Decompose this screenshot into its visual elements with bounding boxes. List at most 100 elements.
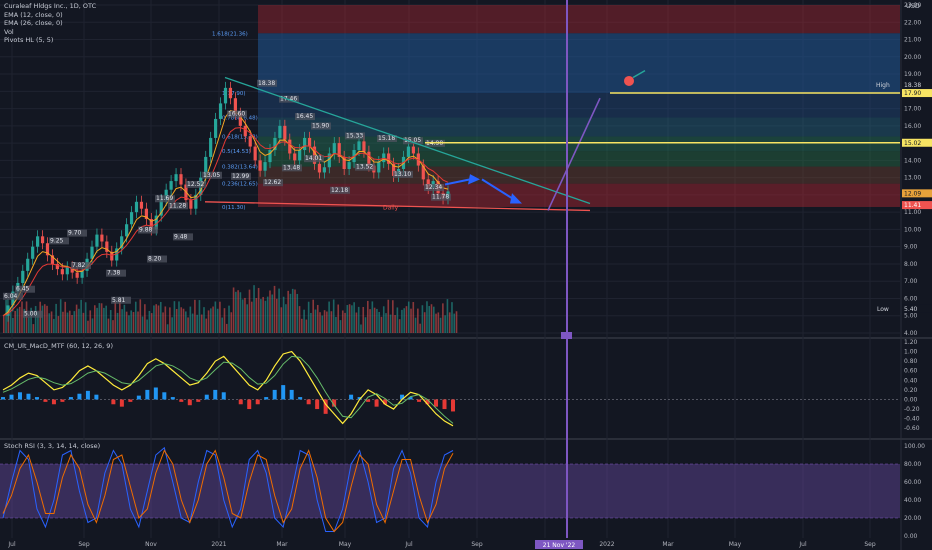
macd-histogram-bar [357,397,362,400]
fib-zone [258,93,900,118]
fib-zone [258,166,900,184]
macd-axis-tick: 1.20 [904,339,918,346]
macd-axis-tick: -0.60 [904,425,920,432]
macd-histogram-bar [247,399,252,410]
candle-body [367,151,371,166]
macd-histogram-bar [434,399,439,407]
volume-bar [203,307,205,333]
candle-body [298,150,302,161]
pivot-label: 18.38 [258,80,275,87]
stoch-axis-tick: 0.00 [904,533,918,540]
price-axis-tick: 8.00 [904,261,918,268]
macd-axis-tick: 0.80 [904,358,918,365]
volume-bar [64,301,67,333]
pivot-value-bg [902,138,932,147]
macd-histogram-bar [306,399,311,405]
pivot-label: 13.05 [203,172,220,179]
fib-label: 0.5(14.53) [222,149,251,155]
macd-histogram-bar [136,395,141,400]
pivot-label: 13.10 [394,171,411,178]
volume-bar [387,299,390,333]
macd-axis-tick: 0.20 [904,387,918,394]
macd-legend: CM_Ult_MacD_MTF (60, 12, 26, 9) [4,342,113,350]
volume-bar [166,324,169,333]
candle-body [218,103,223,119]
volume-bar [407,301,410,333]
macd-histogram-bar [85,390,90,400]
support-trendline [204,201,591,212]
pivot-label: 6.04 [4,293,18,300]
price-axis-tick: 23.00 [904,2,921,9]
x-axis-tick: Sep [78,541,90,548]
volume-bar [46,305,48,333]
volume-bar [171,317,173,333]
candle-body [317,163,322,173]
candle-body [149,219,153,230]
candle-body [60,269,64,275]
pivot-label-bg [23,310,43,318]
candle-body [268,150,272,163]
candle-body [293,153,297,161]
volume-bar [362,306,365,333]
rocket-icon [624,75,634,86]
pivot-label-bg [147,255,167,263]
macd-histogram-bar [442,399,447,410]
resistance-value-bg [902,89,932,98]
volume-bar [296,293,299,333]
volume-bar [442,303,444,333]
volume-bar [80,299,82,333]
rocket-trail-icon [632,69,646,79]
volume-bar [87,320,89,333]
volume-bar [175,308,178,333]
volume-bar [301,318,303,333]
price-axis-tick: 10.00 [904,226,921,233]
candle-body [283,125,287,140]
volume-bar [305,319,308,333]
pivot-label: 11.28 [169,202,186,209]
current-price-value: 12.09 [904,190,921,197]
volume-bar [114,301,117,333]
volume-bar [373,307,376,333]
volume-bar [132,312,135,333]
pivot-label-bg [295,113,315,121]
volume-bar [57,316,60,333]
macd-histogram-bar [17,392,22,400]
volume-bar [139,299,142,333]
volume-bar [3,315,5,333]
volume-bar [144,304,146,333]
volume-bar [18,306,21,333]
pivot-label-bg [231,172,251,180]
volume-bar [141,316,144,333]
volume-bar [241,299,244,333]
volume-bar [351,305,353,333]
volume-bar [355,312,358,333]
volume-bar [430,304,433,333]
volume-bar [244,297,246,333]
candle-body [347,162,351,169]
candle-body [26,258,30,271]
macd-histogram-bar [60,399,65,402]
volume-bar [125,311,128,333]
candle-body [105,241,109,252]
volume-bar [276,298,278,333]
candle-body [95,234,99,247]
candle-body [110,251,114,261]
pivot-label: 9.25 [50,237,64,244]
high-label: High [876,82,890,89]
volume-bar [328,301,330,333]
legend-pivots: Pivots HL (5, 5) [4,36,54,44]
macd-histogram-bar [34,397,39,400]
volume-bar [337,304,340,333]
projection-arrow-down [481,178,516,201]
volume-bar [278,288,280,333]
price-axis-tick: 22.00 [904,19,921,26]
price-axis-tick: 16.00 [904,123,921,130]
volume-bar [137,311,139,333]
volume-bar [435,313,437,333]
pivot-label: 12.18 [331,187,348,194]
candle-body [263,162,267,171]
volume-bar [191,313,194,333]
volume-bar [316,304,319,333]
candle-body [342,156,346,169]
